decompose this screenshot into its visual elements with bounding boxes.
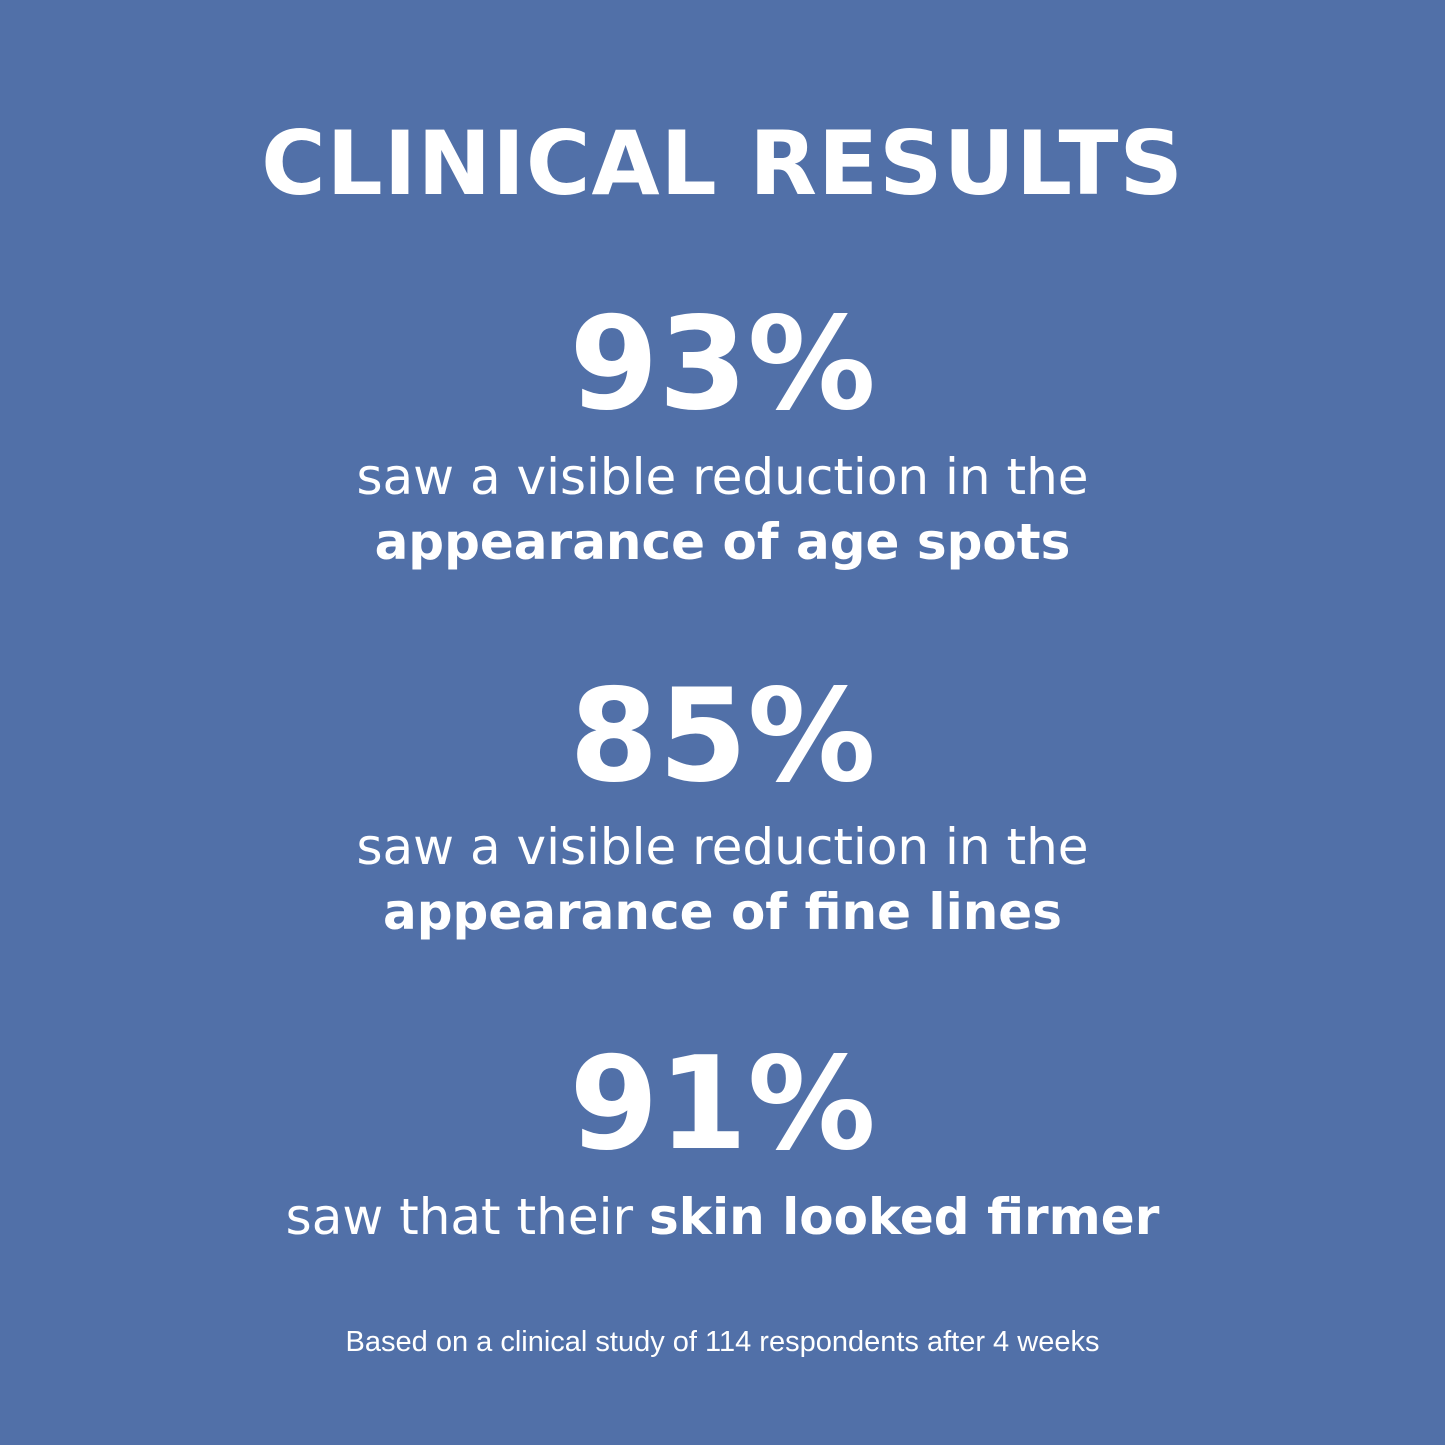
stat-value-age-spots: 93% bbox=[569, 290, 876, 439]
stat-desc-age-spots-line2: appearance of age spots bbox=[374, 513, 1071, 571]
stat-desc-fine-lines-line2: appearance of fine lines bbox=[383, 883, 1062, 941]
stat-desc-fine-lines-line1: saw a visible reduction in the bbox=[356, 818, 1089, 876]
stat-desc-firmer: saw that their skin looked firmer bbox=[0, 1188, 1445, 1246]
page-title: CLINICAL RESULTS bbox=[261, 112, 1184, 215]
footnote: Based on a clinical study of 114 respond… bbox=[345, 1326, 1100, 1358]
stat-desc-firmer-regular: saw that their bbox=[285, 1188, 649, 1246]
stat-desc-age-spots-line1: saw a visible reduction in the bbox=[356, 448, 1089, 506]
stat-desc-firmer-bold: skin looked firmer bbox=[648, 1188, 1160, 1246]
stat-value-fine-lines: 85% bbox=[569, 662, 876, 811]
stat-value-firmer: 91% bbox=[569, 1030, 876, 1179]
